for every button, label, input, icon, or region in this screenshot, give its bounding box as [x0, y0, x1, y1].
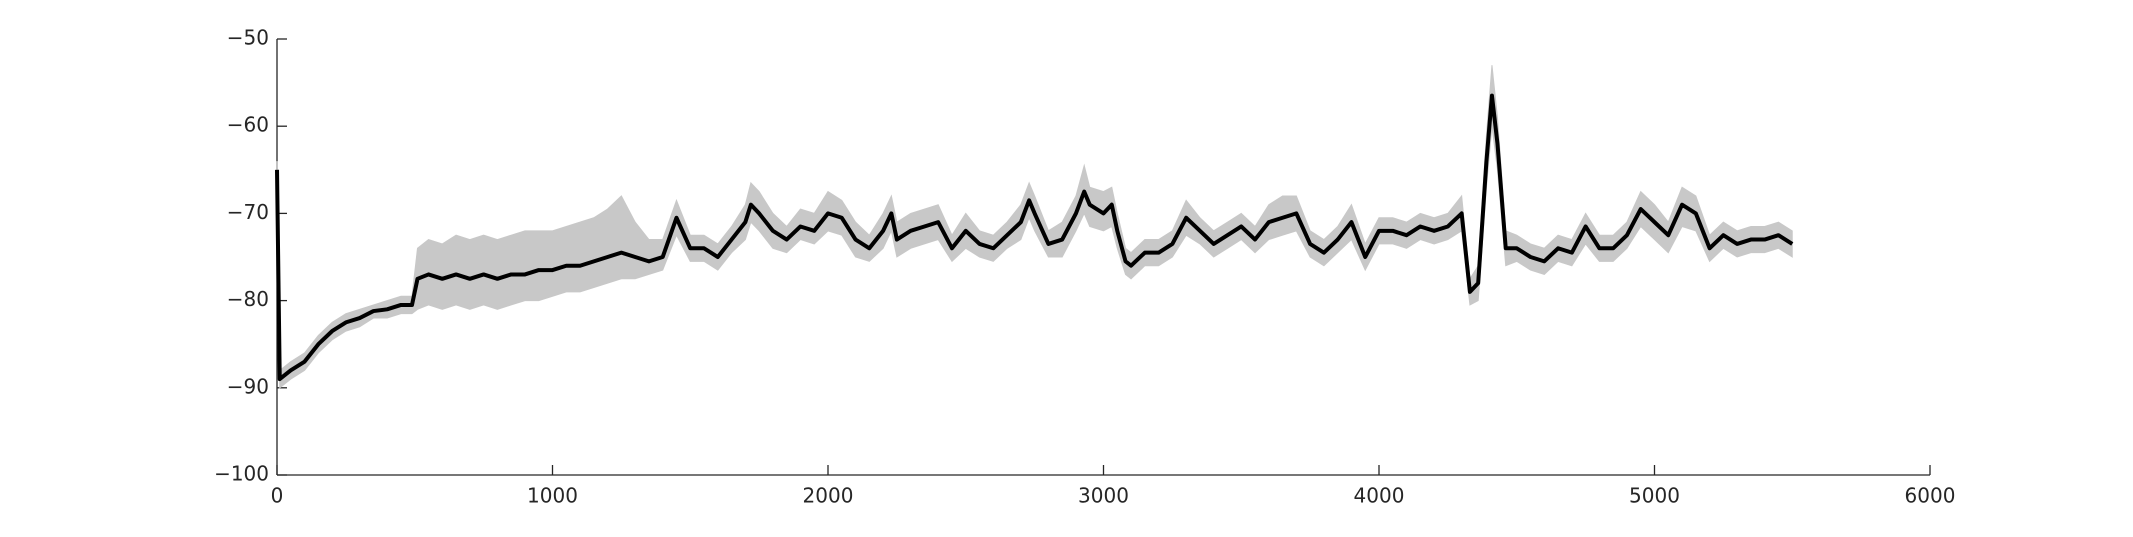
- y-tick-label: −70: [227, 200, 269, 224]
- x-tick-label: 2000: [803, 484, 854, 508]
- y-tick-label: −100: [214, 462, 269, 486]
- y-tick-label: −50: [227, 26, 269, 50]
- x-tick-label: 0: [271, 484, 284, 508]
- x-tick-label: 4000: [1354, 484, 1405, 508]
- x-tick-label: 3000: [1078, 484, 1129, 508]
- y-tick-label: −60: [227, 113, 269, 137]
- series-line: [275, 93, 1794, 382]
- x-tick-label: 5000: [1629, 484, 1680, 508]
- x-tick-label: 6000: [1905, 484, 1956, 508]
- y-tick-label: −90: [227, 374, 269, 398]
- x-tick-label: 1000: [527, 484, 578, 508]
- y-tick-label: −80: [227, 287, 269, 311]
- noise-band: [276, 65, 1793, 389]
